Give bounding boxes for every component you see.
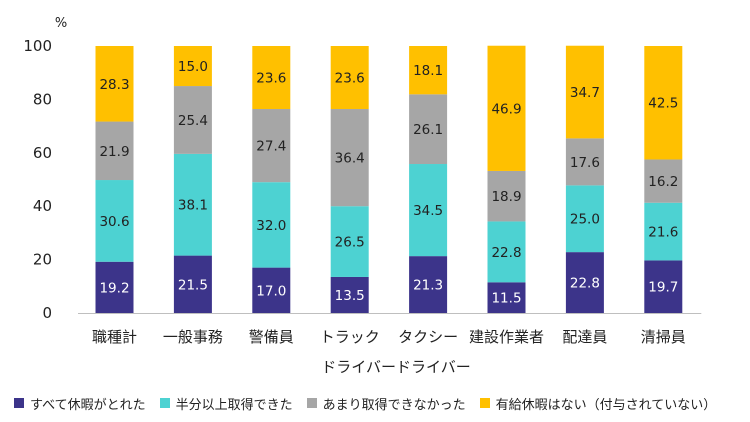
- legend-item: 有給休暇はない（付与されていない）: [479, 394, 717, 413]
- data-label: 23.6: [256, 71, 286, 87]
- legend: すべて休暇がとれた 半分以上取得できた あまり取得できなかった 有給休暇はない（付与さ…: [14, 390, 744, 416]
- bar-segment: [409, 94, 448, 165]
- legend-swatch: [14, 398, 24, 408]
- x-tick-label: トラック: [320, 328, 380, 346]
- data-label: 11.5: [491, 291, 521, 307]
- bar-segment: [487, 45, 526, 171]
- bar-segment: [644, 159, 683, 203]
- legend-label: あまり取得できなかった: [322, 397, 466, 413]
- bar-segment: [252, 267, 291, 313]
- unit-label: %: [55, 16, 67, 31]
- data-label: 21.3: [413, 278, 443, 294]
- data-label: 26.5: [335, 235, 365, 251]
- x-axis: 職種計 一般事務 警備員 トラック タクシー 建設作業者 配達員 清掃員: [78, 313, 702, 346]
- x-tick-label: 建設作業者: [469, 328, 544, 346]
- bar-segment: [95, 46, 134, 122]
- y-tick-label: 100: [23, 37, 52, 55]
- y-tick-label: 60: [33, 144, 52, 162]
- y-tick-label: 0: [42, 304, 52, 322]
- bar-segment: [644, 260, 683, 313]
- bar-segment: [409, 164, 448, 257]
- legend-label: すべて休暇がとれた: [30, 397, 146, 413]
- bar-segment: [330, 46, 369, 110]
- bar-segment: [252, 182, 291, 268]
- x-axis-title: ドライバードライバー: [321, 358, 470, 376]
- bar-segment: [565, 138, 604, 186]
- legend-swatch: [479, 398, 490, 408]
- bar-segment: [409, 46, 448, 95]
- data-label: 38.1: [178, 198, 208, 214]
- legend-item: すべて休暇がとれた: [14, 394, 146, 413]
- y-tick-label: 20: [33, 251, 52, 269]
- data-label: 18.1: [413, 63, 443, 79]
- x-tick-label: 一般事務: [163, 328, 223, 346]
- data-label: 22.8: [570, 276, 600, 292]
- data-label: 21.9: [99, 144, 129, 160]
- data-label: 15.0: [178, 59, 208, 75]
- legend-label: 半分以上取得できた: [175, 397, 293, 413]
- data-label: 42.5: [648, 96, 678, 112]
- data-label: 25.4: [178, 113, 208, 129]
- bar-segment: [95, 121, 134, 181]
- data-label: 32.0: [256, 218, 286, 234]
- bar-segment: [173, 86, 212, 154]
- data-label: 27.4: [256, 139, 286, 155]
- data-label: 26.1: [413, 122, 443, 138]
- y-tick-label: 80: [33, 90, 52, 108]
- bar-segment: [252, 109, 291, 183]
- legend-label: 有給休暇はない（付与されていない）: [495, 397, 717, 413]
- x-tick-label: 警備員: [249, 328, 294, 346]
- bar-segment: [487, 282, 526, 313]
- bar-segment: [173, 153, 212, 256]
- bar-segment: [644, 46, 683, 160]
- data-label: 25.0: [570, 212, 600, 228]
- y-axis: 0 20 40 60 80 100: [23, 37, 52, 322]
- data-label: 13.5: [335, 288, 365, 304]
- data-label: 17.0: [256, 283, 286, 299]
- bar-segment: [95, 261, 134, 313]
- data-label: 21.5: [178, 277, 208, 293]
- data-label: 19.2: [99, 280, 129, 296]
- data-label: 22.8: [491, 245, 521, 261]
- data-label: 19.7: [648, 280, 678, 296]
- legend-item: あまり取得できなかった: [306, 394, 466, 413]
- bar-segment: [644, 202, 683, 261]
- bar-segment: [565, 185, 604, 253]
- data-label: 16.2: [648, 174, 678, 190]
- bar-segment: [565, 252, 604, 313]
- legend-swatch: [306, 398, 317, 408]
- data-label: 34.7: [570, 85, 600, 101]
- data-label: 18.9: [491, 189, 521, 205]
- x-tick-label: タクシー: [398, 328, 458, 346]
- data-label: 36.4: [335, 151, 365, 167]
- data-label: 21.6: [648, 225, 678, 241]
- bars: 19.2 30.6 21.9 28.3 21.5 38.1 25.4 15.0 17.0 32.0…: [95, 45, 683, 313]
- bar-segment: [487, 170, 526, 222]
- data-label: 17.6: [570, 155, 600, 171]
- data-label: 46.9: [491, 101, 521, 117]
- x-tick-label: 配達員: [562, 328, 607, 346]
- data-label: 30.6: [99, 214, 129, 230]
- bar-segment: [330, 276, 369, 313]
- bar-segment: [252, 46, 291, 110]
- data-label: 34.5: [413, 203, 443, 219]
- bar-segment: [330, 206, 369, 277]
- bar-segment: [95, 180, 134, 262]
- legend-item: 半分以上取得できた: [159, 394, 293, 413]
- data-label: 28.3: [99, 77, 129, 93]
- data-label: 23.6: [335, 71, 365, 87]
- bar-segment: [409, 256, 448, 313]
- y-tick-label: 40: [33, 197, 52, 215]
- bar-segment: [565, 45, 604, 139]
- x-tick-label: 職種計: [92, 328, 137, 346]
- bar-segment: [487, 221, 526, 283]
- bar-segment: [173, 46, 212, 87]
- bar-segment: [330, 109, 369, 207]
- legend-swatch: [159, 398, 170, 408]
- x-tick-label: 清掃員: [641, 328, 686, 346]
- bar-segment: [173, 255, 212, 313]
